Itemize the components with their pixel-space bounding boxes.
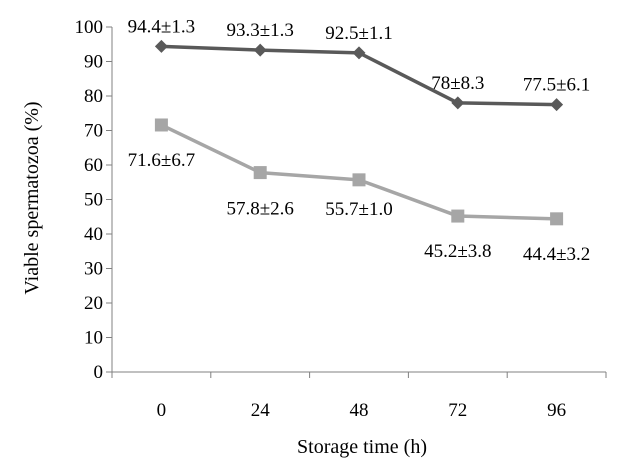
data-label: 55.7±1.0	[325, 199, 392, 220]
data-label: 45.2±3.8	[424, 241, 491, 262]
data-point-marker	[550, 212, 564, 226]
data-point-marker	[352, 173, 366, 187]
y-axis: 0 10 20 30 40 50 60 70 80 90 100	[75, 17, 113, 383]
x-tick-label: 48	[350, 400, 369, 421]
series-2	[154, 118, 564, 226]
data-label: 92.5±1.1	[325, 23, 392, 44]
data-label: 77.5±6.1	[523, 75, 590, 96]
x-tick-label: 0	[157, 400, 167, 421]
y-tick-label: 40	[84, 224, 103, 245]
series-layer	[154, 39, 564, 226]
y-tick-label: 60	[84, 155, 103, 176]
data-point-marker	[253, 43, 267, 57]
y-tick-label: 30	[84, 259, 103, 280]
data-label: 93.3±1.3	[226, 20, 293, 41]
y-tick-label: 0	[94, 362, 104, 383]
data-point-marker	[550, 98, 564, 112]
y-tick-label: 10	[84, 328, 103, 349]
data-label: 94.4±1.3	[128, 16, 195, 37]
data-label: 71.6±6.7	[128, 150, 195, 171]
series-1	[154, 39, 564, 112]
data-point-marker	[451, 209, 465, 223]
data-point-marker	[154, 118, 168, 132]
x-tick-label: 72	[448, 400, 467, 421]
y-tick-label: 70	[84, 121, 103, 142]
data-point-marker	[253, 166, 267, 180]
data-point-marker	[352, 46, 366, 60]
data-label-layer: 94.4±1.3 93.3±1.3 92.5±1.1 78±8.3 77.5±6.1 71…	[128, 16, 591, 265]
x-axis-title: Storage time (h)	[297, 436, 427, 458]
data-point-marker	[154, 39, 168, 53]
y-tick-label: 50	[84, 190, 103, 211]
y-tick-label: 20	[84, 293, 103, 314]
y-axis-title: Viable spermatozoa (%)	[21, 101, 43, 294]
x-axis: 0 24 48 72 96	[111, 371, 607, 421]
x-tick-label: 96	[547, 400, 566, 421]
data-label: 44.4±3.2	[523, 244, 590, 265]
y-tick-label: 80	[84, 86, 103, 107]
x-tick-label: 24	[251, 400, 271, 421]
data-label: 78±8.3	[431, 73, 484, 94]
data-label: 57.8±2.6	[226, 199, 293, 220]
y-tick-label: 100	[75, 17, 104, 38]
data-point-marker	[451, 96, 465, 110]
y-tick-label: 90	[84, 52, 103, 73]
